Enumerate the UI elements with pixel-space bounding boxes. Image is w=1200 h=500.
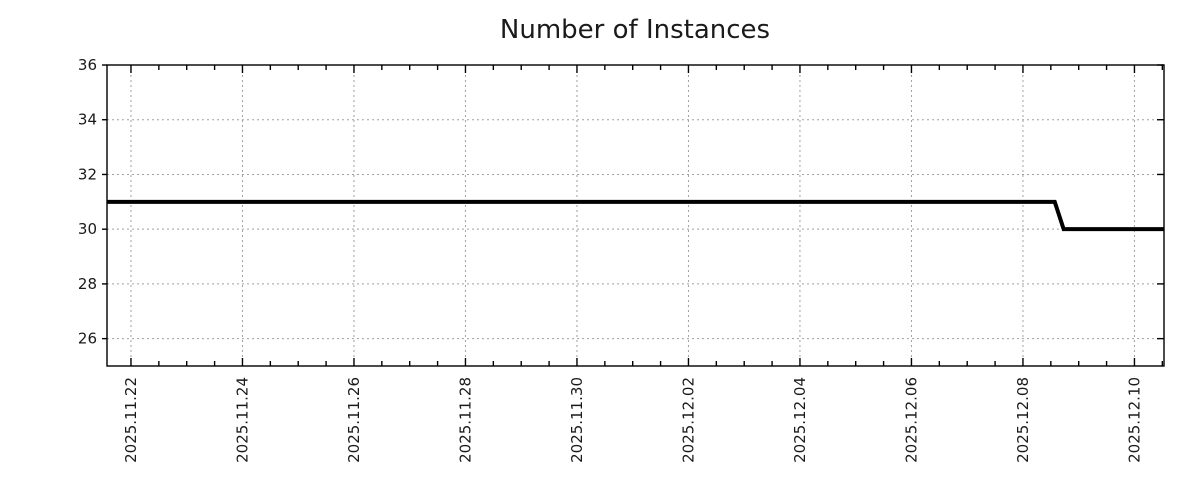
x-tick-label: 2025.12.10	[1125, 377, 1143, 463]
x-tick-label: 2025.11.24	[233, 377, 251, 463]
chart-title: Number of Instances	[500, 15, 770, 45]
y-tick-label: 34	[78, 111, 97, 129]
y-tick-label: 32	[78, 165, 97, 183]
y-tick-label: 26	[78, 330, 97, 348]
y-tick-label: 28	[78, 275, 97, 293]
x-tick-label: 2025.11.30	[568, 377, 586, 463]
y-tick-label: 36	[78, 56, 97, 74]
y-tick-label: 30	[78, 220, 97, 238]
x-tick-label: 2025.11.22	[122, 377, 140, 463]
x-tick-label: 2025.12.08	[1014, 377, 1032, 463]
x-tick-label: 2025.12.02	[679, 377, 697, 463]
series-line-instances	[107, 199, 1164, 232]
x-tick-label: 2025.12.06	[902, 377, 920, 463]
plot-border	[106, 64, 1165, 367]
x-tick-label: 2025.11.26	[345, 377, 363, 463]
x-tick-label: 2025.12.04	[791, 377, 809, 463]
x-tick-label: 2025.11.28	[456, 377, 474, 463]
plot-area: 26 28 30 32 34 36 2025.11.22 2025.11.24 2025.11.…	[78, 56, 1165, 463]
